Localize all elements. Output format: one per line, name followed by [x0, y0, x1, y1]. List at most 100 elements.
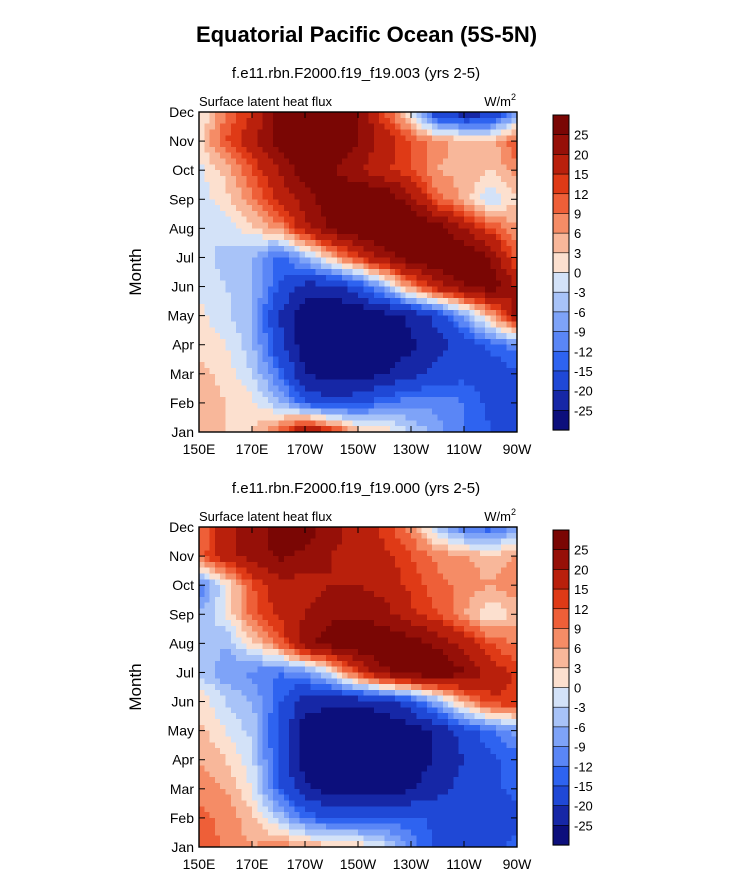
heatmap-cell: [358, 373, 364, 381]
heatmap-cell: [400, 199, 407, 206]
heatmap-cell: [358, 614, 364, 621]
heatmap-cell: [299, 141, 306, 148]
heatmap-cell: [336, 135, 343, 142]
heatmap-cell: [220, 234, 227, 241]
heatmap-cell: [347, 205, 354, 212]
heatmap-cell: [421, 222, 428, 229]
heatmap-cell: [305, 426, 311, 433]
heatmap-cell: [246, 344, 253, 352]
heatmap-cell: [501, 234, 507, 241]
heatmap-cell: [246, 112, 253, 119]
heatmap-cell: [252, 649, 258, 656]
heatmap-cell: [490, 356, 497, 363]
heatmap-cell: [241, 402, 248, 410]
heatmap-cell: [209, 608, 216, 615]
heatmap-cell: [448, 327, 454, 334]
heatmap-cell: [225, 649, 232, 656]
heatmap-cell: [336, 181, 343, 189]
heatmap-cell: [442, 292, 449, 299]
heatmap-cell: [501, 408, 507, 416]
heatmap-cell: [405, 269, 412, 276]
heatmap-cell: [511, 158, 518, 165]
heatmap-cell: [214, 344, 221, 352]
heatmap-cell: [373, 672, 380, 679]
heatmap-cell: [448, 315, 454, 323]
heatmap-cell: [305, 251, 311, 259]
heatmap-cell: [352, 240, 359, 247]
heatmap-cell: [283, 561, 290, 569]
heatmap-cell: [246, 414, 253, 421]
heatmap-cell: [458, 123, 465, 131]
heatmap-cell: [262, 414, 269, 421]
heatmap-cell: [352, 379, 359, 387]
heatmap-cell: [458, 414, 465, 421]
colorbar-swatch: [552, 410, 570, 431]
heatmap-cell: [464, 649, 470, 656]
heatmap-cell: [458, 286, 465, 293]
heatmap-cell: [511, 274, 518, 282]
heatmap-cell: [246, 362, 253, 369]
heatmap-cell: [416, 608, 423, 615]
heatmap-cell: [331, 199, 338, 206]
heatmap-cell: [485, 585, 492, 592]
heatmap-cell: [411, 655, 417, 662]
heatmap-cell: [448, 129, 454, 136]
heatmap-cell: [352, 123, 359, 131]
heatmap-cell: [225, 286, 232, 293]
heatmap-cell: [379, 240, 386, 247]
heatmap-cell: [416, 210, 423, 218]
heatmap-cell: [289, 240, 295, 247]
heatmap-cell: [474, 344, 481, 352]
heatmap-cell: [363, 414, 370, 421]
heatmap-cell: [384, 327, 391, 334]
heatmap-cell: [405, 532, 412, 540]
heatmap-cell: [432, 532, 439, 540]
heatmap-cell: [305, 561, 311, 569]
colorbar-swatch: [552, 154, 570, 175]
heatmap-cell: [294, 263, 301, 270]
heatmap-cell: [395, 280, 401, 288]
heatmap-cell: [241, 544, 248, 551]
heatmap-cell: [384, 379, 391, 387]
heatmap-cell: [326, 556, 333, 563]
heatmap-cell: [405, 567, 412, 575]
heatmap-cell: [294, 141, 301, 148]
heatmap-cell: [347, 678, 354, 685]
heatmap-cell: [352, 350, 359, 357]
heatmap-cell: [379, 532, 386, 540]
heatmap-cell: [485, 245, 492, 253]
heatmap-cell: [214, 222, 221, 229]
heatmap-cell: [485, 538, 492, 546]
heatmap-cell: [363, 567, 370, 575]
heatmap-cell: [225, 181, 232, 189]
heatmap-cell: [294, 321, 301, 328]
heatmap-cell: [432, 579, 439, 586]
heatmap-cell: [495, 158, 502, 165]
heatmap-cell: [432, 187, 439, 195]
heatmap-cell: [352, 234, 359, 241]
heatmap-cell: [411, 631, 417, 639]
heatmap-cell: [209, 397, 216, 404]
heatmap-cell: [320, 666, 327, 674]
heatmap-cell: [358, 141, 364, 148]
heatmap-cell: [511, 527, 518, 534]
heatmap-cell: [283, 199, 290, 206]
heatmap-cell: [331, 251, 338, 259]
colorbar-swatch: [552, 213, 570, 234]
heatmap-cell: [490, 152, 497, 160]
heatmap-cell: [358, 187, 364, 195]
heatmap-cell: [416, 263, 423, 270]
heatmap-cell: [347, 321, 354, 328]
heatmap-cell: [214, 373, 221, 381]
heatmap-cell: [485, 263, 492, 270]
heatmap-cell: [289, 414, 295, 421]
heatmap-cell: [267, 362, 274, 369]
heatmap-cell: [299, 251, 306, 259]
heatmap-cell: [294, 222, 301, 229]
heatmap-cell: [448, 286, 454, 293]
heatmap-cell: [384, 251, 391, 259]
heatmap-cell: [495, 269, 502, 276]
heatmap-cell: [469, 257, 476, 264]
heatmap-cell: [262, 643, 269, 650]
heatmap-cell: [485, 210, 492, 218]
